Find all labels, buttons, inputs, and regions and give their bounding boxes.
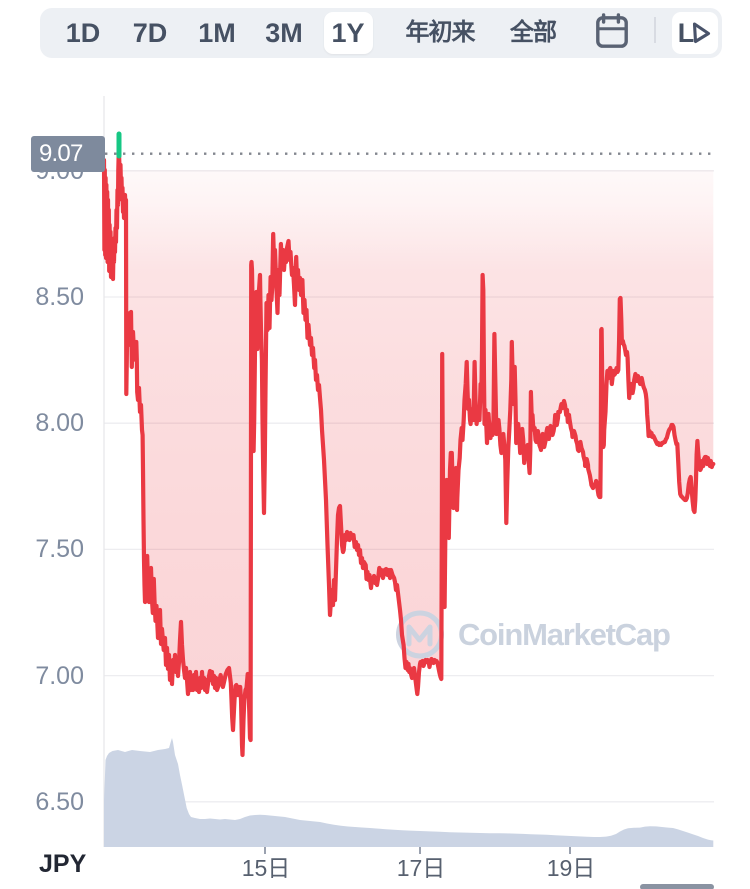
svg-text:CoinMarketCap: CoinMarketCap	[458, 617, 670, 652]
